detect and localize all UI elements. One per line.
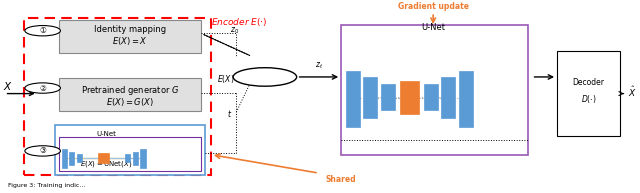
Bar (125, 154, 131, 163)
Circle shape (25, 146, 60, 156)
Bar (424, 84, 438, 110)
Bar (55, 125, 205, 175)
Circle shape (25, 83, 60, 93)
Text: Gradient update: Gradient update (397, 2, 468, 11)
Text: Encoder $E(\cdot)$: Encoder $E(\cdot)$ (211, 16, 268, 28)
Bar (77, 154, 82, 163)
Bar (381, 84, 395, 110)
Bar (140, 149, 145, 168)
Text: $D(\cdot)$: $D(\cdot)$ (581, 93, 596, 105)
Bar (98, 153, 109, 163)
Bar (557, 51, 620, 136)
Bar (58, 78, 202, 111)
Text: Figure 3: Training indic...: Figure 3: Training indic... (8, 183, 85, 188)
Bar (133, 152, 138, 165)
Text: $z_{t-1}$: $z_{t-1}$ (557, 63, 575, 73)
Text: $t$: $t$ (227, 108, 232, 119)
Text: U-Net: U-Net (96, 131, 116, 137)
Text: Decoder: Decoder (573, 78, 605, 87)
Text: $z_0$: $z_0$ (230, 25, 239, 36)
Text: $E(X)$: $E(X)$ (217, 73, 235, 85)
Bar (58, 20, 202, 53)
Text: U-Net: U-Net (421, 23, 445, 32)
Text: Aggregate: Aggregate (248, 74, 282, 80)
Bar (400, 81, 419, 114)
Text: $X$: $X$ (3, 80, 12, 92)
Bar (58, 137, 202, 171)
Text: ③: ③ (39, 146, 46, 155)
Text: Identity mapping: Identity mapping (94, 25, 166, 34)
Text: ①: ① (39, 26, 46, 35)
Bar (341, 25, 529, 155)
Bar (69, 152, 74, 165)
Text: $z_t$: $z_t$ (315, 61, 323, 71)
Text: $E(X) = \mathrm{UNet}(X)$: $E(X) = \mathrm{UNet}(X)$ (80, 159, 132, 169)
Text: $E(X) = G(X)$: $E(X) = G(X)$ (106, 96, 154, 108)
Bar (442, 77, 456, 118)
Text: Pretrained generator $G$: Pretrained generator $G$ (81, 84, 179, 97)
Bar (24, 18, 211, 175)
Text: Shared: Shared (325, 175, 356, 184)
Bar (364, 77, 378, 118)
Circle shape (25, 25, 60, 36)
Bar (459, 71, 473, 127)
Bar (346, 71, 360, 127)
Bar (61, 149, 67, 168)
Text: $\hat{X}$: $\hat{X}$ (628, 84, 637, 99)
Text: ②: ② (39, 84, 46, 93)
Text: $E(X) = X$: $E(X) = X$ (112, 35, 148, 47)
Circle shape (233, 68, 297, 86)
